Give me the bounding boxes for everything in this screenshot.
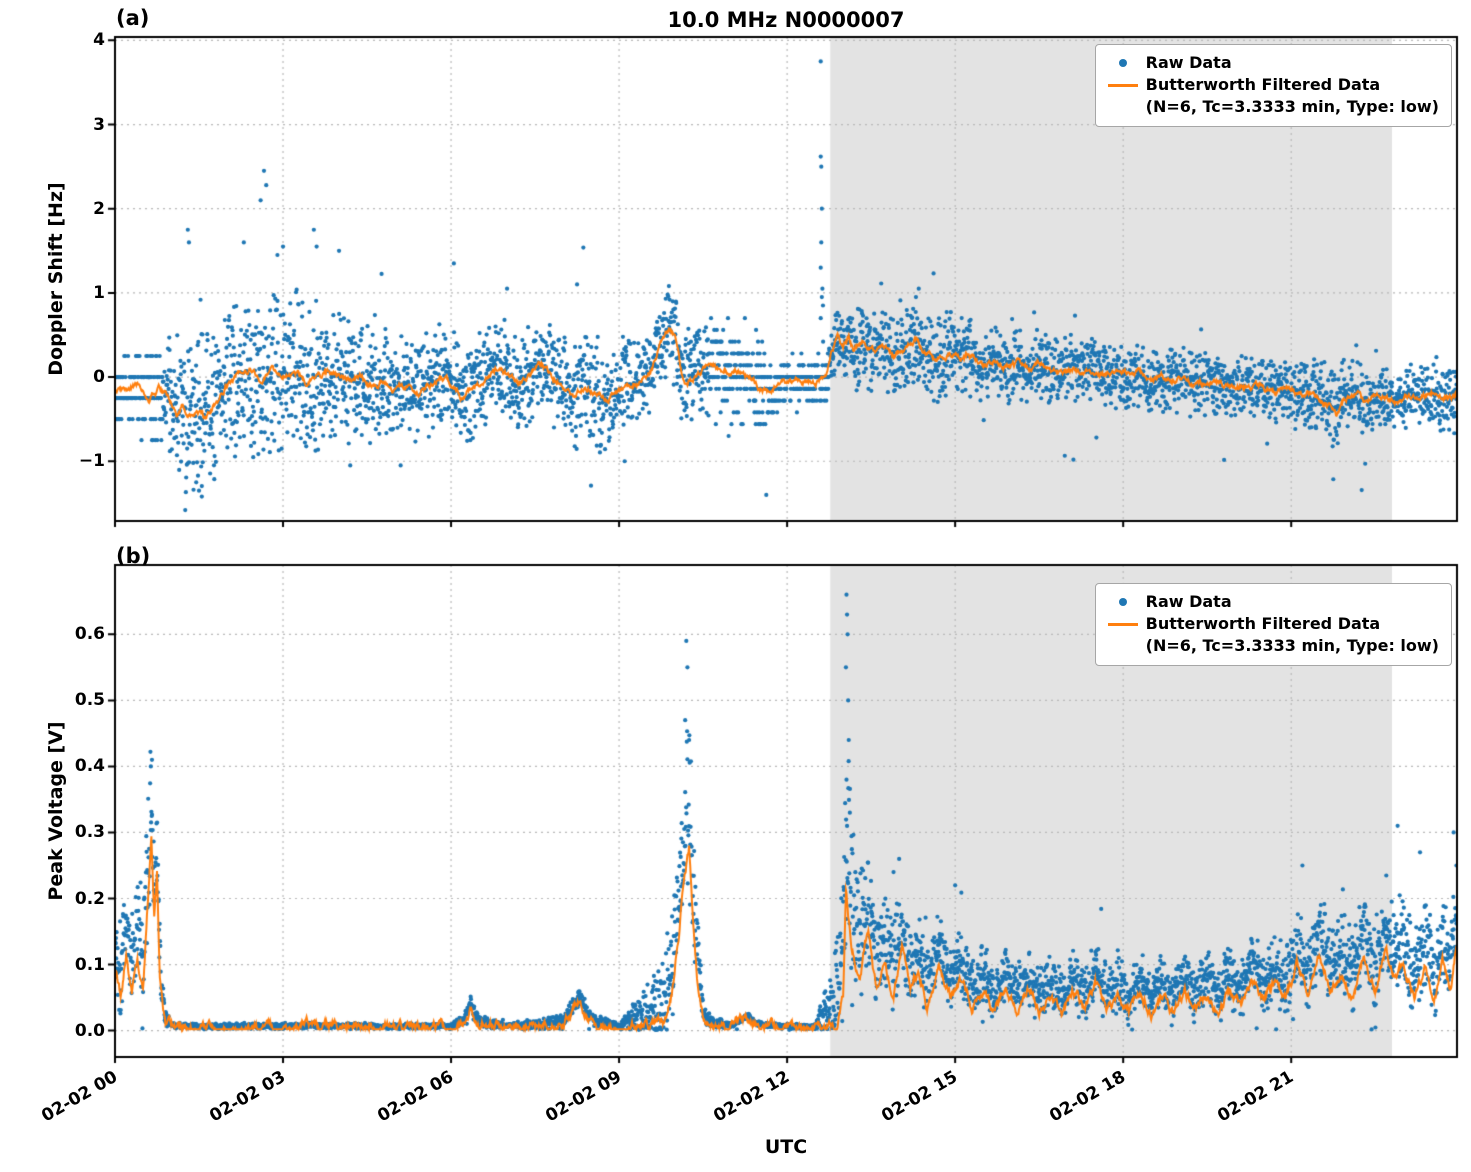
- y-axis-label-voltage: Peak Voltage [V]: [45, 721, 67, 901]
- legend-filtered-row: Butterworth Filtered Data (N=6, Tc=3.333…: [1106, 613, 1439, 657]
- y-tick-label: 0.5: [74, 690, 105, 711]
- panel-b-label: (b): [116, 544, 151, 568]
- legend-panel-b: Raw Data Butterworth Filtered Data (N=6,…: [1094, 583, 1452, 667]
- legend-filtered-label-line2: (N=6, Tc=3.3333 min, Type: low): [1145, 97, 1439, 117]
- filtered-line-marker-icon: [1107, 623, 1138, 627]
- raw-data-marker-icon: [1118, 59, 1127, 68]
- y-tick-label: −1: [78, 451, 105, 472]
- panel-a-label: (a): [116, 6, 150, 30]
- x-axis-label: UTC: [764, 1136, 808, 1158]
- legend-raw-row: Raw Data: [1106, 591, 1439, 613]
- y-tick-label: 0.6: [74, 624, 105, 645]
- y-tick-label: 4: [93, 30, 105, 51]
- y-tick-label: 0.2: [74, 888, 105, 909]
- y-tick-label: 1: [93, 282, 105, 303]
- filtered-line-marker-icon: [1107, 84, 1138, 88]
- y-tick-label: 0.1: [74, 954, 105, 975]
- y-tick-label: 0.0: [74, 1020, 105, 1041]
- legend-panel-a: Raw Data Butterworth Filtered Data (N=6,…: [1094, 44, 1452, 128]
- figure-title: 10.0 MHz N0000007: [667, 8, 905, 32]
- y-tick-label: 2: [93, 198, 105, 219]
- legend-filtered-label-line1: Butterworth Filtered Data: [1145, 75, 1381, 95]
- legend-raw-row: Raw Data: [1106, 52, 1439, 74]
- y-tick-label: 0.3: [74, 822, 105, 843]
- raw-data-marker-icon: [1118, 598, 1127, 607]
- legend-filtered-label-line1: Butterworth Filtered Data: [1145, 614, 1381, 634]
- y-tick-label: 3: [93, 114, 105, 135]
- legend-raw-label: Raw Data: [1145, 592, 1232, 611]
- legend-filtered-row: Butterworth Filtered Data (N=6, Tc=3.333…: [1106, 74, 1439, 118]
- legend-filtered-label-line2: (N=6, Tc=3.3333 min, Type: low): [1145, 636, 1439, 656]
- y-tick-label: 0.4: [74, 756, 105, 777]
- y-tick-label: 0: [93, 367, 105, 388]
- legend-raw-label: Raw Data: [1145, 53, 1232, 72]
